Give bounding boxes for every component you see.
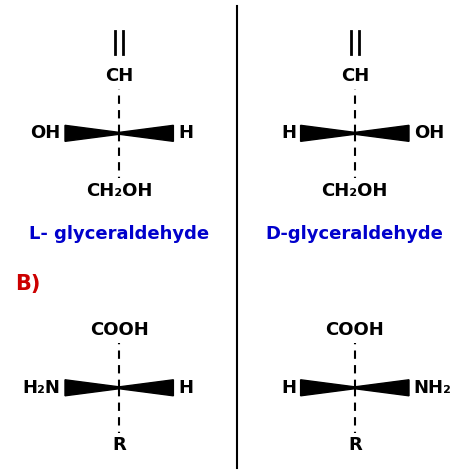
Text: R: R [348,437,362,454]
Text: CH₂OH: CH₂OH [86,182,152,200]
Polygon shape [65,380,119,396]
Text: H₂N: H₂N [22,379,60,397]
Polygon shape [65,125,119,141]
Text: D-glyceraldehyde: D-glyceraldehyde [266,225,444,243]
Polygon shape [355,380,409,396]
Polygon shape [355,125,409,141]
Polygon shape [301,380,355,396]
Text: CH: CH [105,67,133,85]
Text: B): B) [16,274,41,294]
Text: NH₂: NH₂ [414,379,452,397]
Text: CH: CH [341,67,369,85]
Text: OH: OH [30,124,60,142]
Polygon shape [301,125,355,141]
Text: COOH: COOH [90,321,148,339]
Polygon shape [119,125,173,141]
Text: L- glyceraldehyde: L- glyceraldehyde [29,225,209,243]
Text: OH: OH [414,124,444,142]
Text: H: H [178,124,193,142]
Text: R: R [112,437,126,454]
Text: COOH: COOH [326,321,384,339]
Text: H: H [281,379,296,397]
Polygon shape [119,380,173,396]
Text: H: H [281,124,296,142]
Text: H: H [178,379,193,397]
Text: CH₂OH: CH₂OH [322,182,388,200]
